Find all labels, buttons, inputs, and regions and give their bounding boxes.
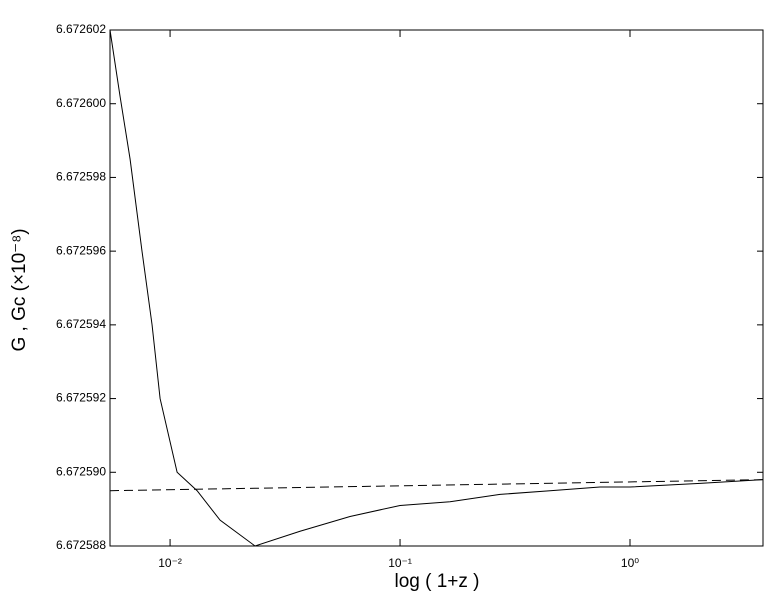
y-tick-label: 6.672592 [56, 391, 106, 405]
y-axis-label: G , Gc (×10⁻⁸) [9, 228, 30, 351]
y-tick-label: 6.672594 [56, 317, 106, 331]
y-tick-label: 6.672588 [56, 538, 106, 552]
x-tick-label: 10⁰ [621, 556, 639, 570]
y-tick-label: 6.672602 [56, 22, 106, 36]
plot-frame [109, 29, 764, 547]
series-line [109, 479, 764, 492]
y-tick-label: 6.672596 [56, 243, 106, 257]
x-tick-label: 10⁻² [158, 556, 182, 570]
series-line [109, 29, 764, 547]
y-tick-label: 6.672598 [56, 170, 106, 184]
x-tick-label: 10⁻¹ [388, 556, 412, 570]
y-tick-label: 6.672590 [56, 464, 106, 478]
x-axis-label: log ( 1+z ) [394, 571, 479, 592]
y-tick-label: 6.672600 [56, 96, 106, 110]
